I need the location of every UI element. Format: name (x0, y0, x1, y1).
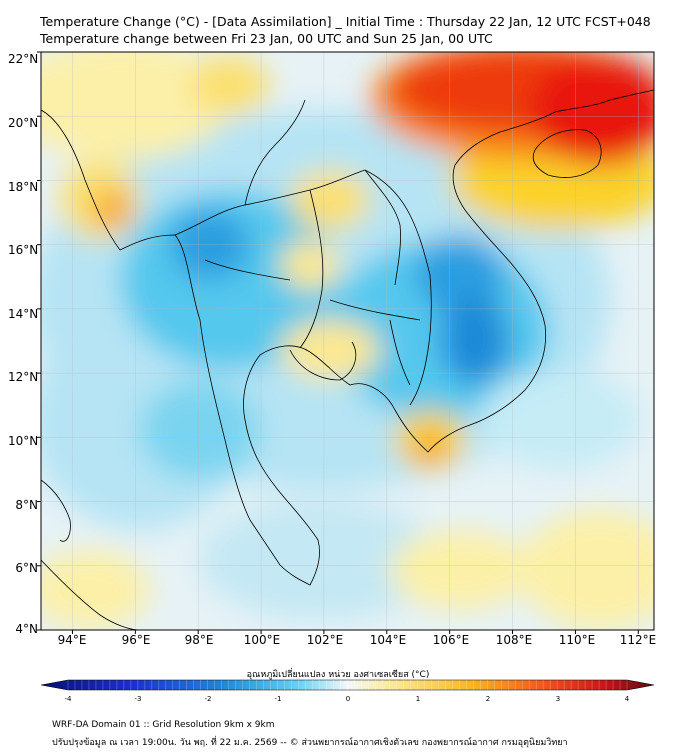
footer-credit: ปรับปรุงข้อมูล ณ เวลา 19:00น. วัน พฤ. ที… (52, 738, 568, 748)
colorbar-tick: -1 (274, 695, 282, 703)
lon-label: 104°E (369, 633, 407, 647)
colorbar-tick: 4 (624, 695, 630, 703)
lon-label: 102°E (306, 633, 344, 647)
lon-label: 98°E (184, 633, 214, 647)
lat-label: 8°N (15, 498, 38, 512)
lat-label: 10°N (8, 434, 39, 448)
colorbar-tick: -3 (134, 695, 142, 703)
colorbar-title: อุณหภูมิเปลี่ยนแปลง หน่วย องศาเซลเซียส (… (246, 670, 430, 680)
lon-label: 96°E (121, 633, 151, 647)
colorbar-tick: -2 (204, 695, 212, 703)
lat-label: 12°N (8, 370, 39, 384)
lat-label: 4°N (15, 622, 38, 636)
map-subtitle: Temperature change between Fri 23 Jan, 0… (40, 31, 493, 46)
footer-model-info: WRF-DA Domain 01 :: Grid Resolution 9km … (52, 720, 275, 730)
lat-label: 22°N (8, 52, 39, 66)
colorbar-tick: 1 (415, 695, 421, 703)
map-frame (40, 51, 655, 631)
temperature-field (41, 52, 654, 630)
lat-label: 14°N (8, 307, 39, 321)
coastline (41, 89, 654, 630)
lat-label: 20°N (8, 116, 39, 130)
lon-label: 108°E (495, 633, 533, 647)
colorbar (40, 679, 655, 691)
colorbar-tick: 3 (555, 695, 561, 703)
lon-label: 106°E (432, 633, 470, 647)
colorbar-tick: 2 (485, 695, 491, 703)
colorbar-tick: 0 (345, 695, 351, 703)
lon-label: 110°E (558, 633, 596, 647)
lat-label: 6°N (15, 561, 38, 575)
map-title: Temperature Change (°C) - [Data Assimila… (40, 14, 651, 29)
lat-label: 18°N (8, 180, 39, 194)
colorbar-tick: -4 (64, 695, 72, 703)
lon-label: 112°E (619, 633, 657, 647)
lon-label: 100°E (243, 633, 281, 647)
lon-label: 94°E (57, 633, 87, 647)
lat-label: 16°N (8, 243, 39, 257)
